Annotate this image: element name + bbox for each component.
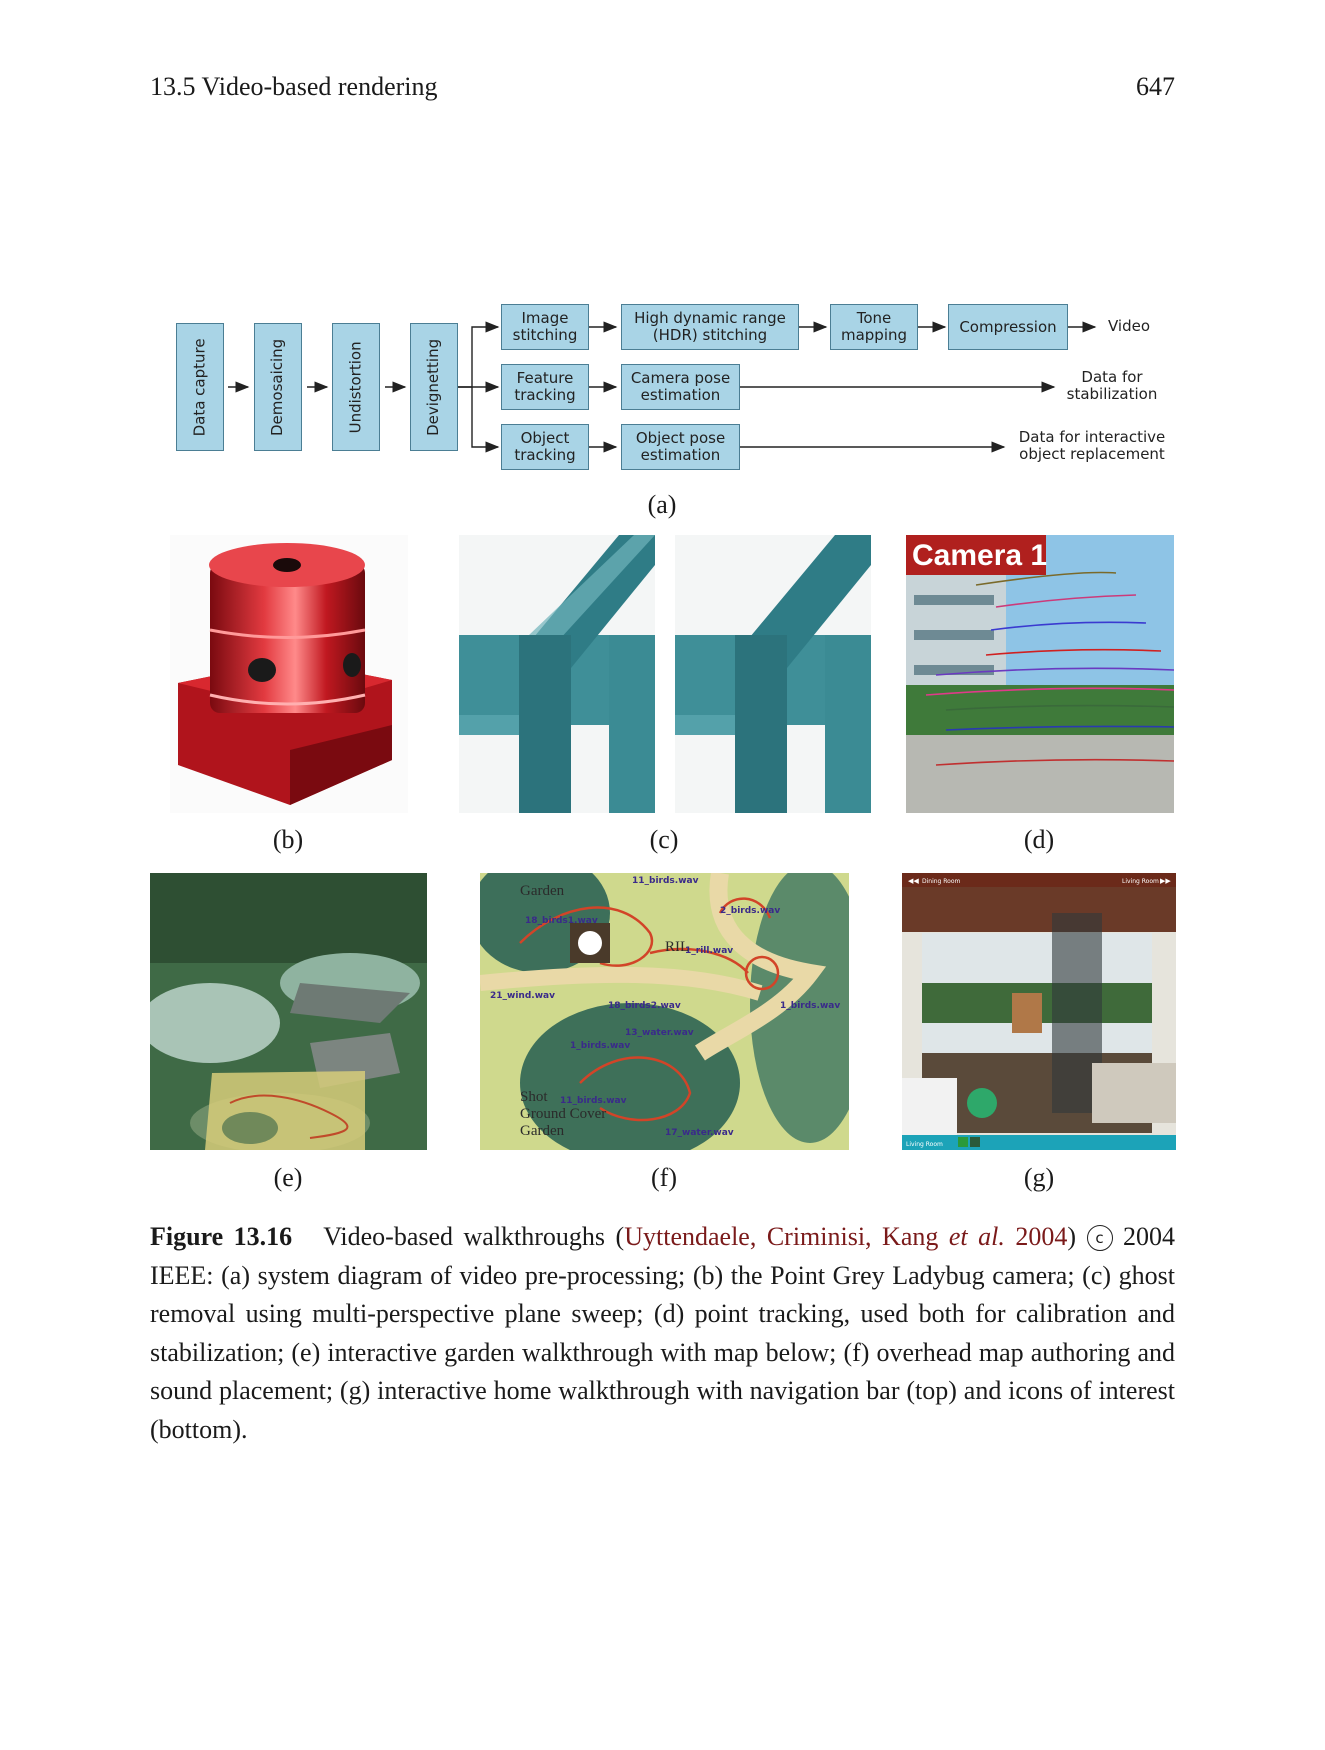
- ladybug-camera-photo: [170, 535, 408, 813]
- garden-walkthrough-photo: [150, 873, 427, 1150]
- feature-tracking-box: Feature tracking: [501, 364, 589, 410]
- hdr-stitching-box: High dynamic range (HDR) stitching: [621, 304, 799, 350]
- ghost-removal-before-photo: [459, 535, 655, 813]
- map-sound-label-7: 13_water.wav: [625, 1028, 694, 1038]
- object-pose-box: Object pose estimation: [621, 424, 740, 470]
- citation-link[interactable]: Uyttendaele, Criminisi, Kang et al. 2004: [624, 1222, 1068, 1251]
- video-output-label: Video: [1108, 317, 1151, 335]
- map-sound-label-9: 1_birds.wav: [780, 1001, 840, 1011]
- camera-pose-box: Camera pose estimation: [621, 364, 740, 410]
- panel-label-d: (d): [1023, 825, 1055, 854]
- map-sound-label-1: 11_birds.wav: [632, 876, 699, 886]
- map-sound-label-11: 17_water.wav: [665, 1128, 734, 1138]
- image-stitching-box: Image stitching: [501, 304, 589, 350]
- map-place-shot: Shot: [520, 1089, 548, 1105]
- overhead-map: 11_birds.wav 18_birds1.wav 2_birds.wav 1…: [480, 873, 849, 1150]
- object-tracking-box: Object tracking: [501, 424, 589, 470]
- camera-label: Camera 1: [912, 539, 1047, 572]
- stabilization-output-label: Data for stabilization: [1066, 368, 1158, 403]
- svg-text:▶▶: ▶▶: [1160, 877, 1171, 885]
- map-place-ril: RIL: [665, 939, 689, 955]
- map-sound-label-10: 11_birds.wav: [560, 1096, 627, 1106]
- compression-box: Compression: [948, 304, 1068, 350]
- demosaicing-box: Demosaicing: [254, 323, 302, 451]
- map-sound-label-2: 18_birds1.wav: [525, 916, 598, 926]
- map-place-ground-cover: Ground Cover: [520, 1106, 606, 1122]
- page-number: 647: [1136, 72, 1175, 101]
- map-sound-label-5: 21_wind.wav: [490, 991, 555, 1001]
- figure-label: Figure 13.16: [150, 1222, 293, 1251]
- map-sound-label-3: 2_birds.wav: [720, 906, 780, 916]
- system-diagram: Data capture Demosaicing Undistortion De…: [150, 290, 1175, 500]
- map-place-garden-bottom: Garden: [520, 1123, 565, 1139]
- map-sound-label-4: 1_rill.wav: [685, 946, 733, 956]
- section-title: 13.5 Video-based rendering: [150, 72, 438, 101]
- object-replacement-output-label: Data for interactive object replacement: [1018, 428, 1166, 463]
- panel-label-a: (a): [647, 490, 677, 519]
- panel-label-f: (f): [651, 1163, 677, 1192]
- nav-dining-room: Dining Room: [922, 878, 961, 885]
- ghost-removal-after-photo: [675, 535, 871, 813]
- caption-body: 2004 IEEE: (a) system diagram of video p…: [150, 1222, 1175, 1444]
- svg-text:◀◀: ◀◀: [908, 877, 919, 885]
- devignetting-box: Devignetting: [410, 323, 458, 451]
- map-place-garden-top: Garden: [520, 883, 565, 899]
- bottom-living-room: Living Room: [906, 1141, 943, 1148]
- point-tracking-photo: Camera 1: [906, 535, 1174, 813]
- panel-label-b: (b): [272, 825, 304, 854]
- figure-caption: Figure 13.16 Video-based walkthroughs (U…: [150, 1222, 1175, 1444]
- tone-mapping-box: Tone mapping: [830, 304, 918, 350]
- data-capture-box: Data capture: [176, 323, 224, 451]
- panel-label-g: (g): [1023, 1163, 1055, 1192]
- undistortion-box: Undistortion: [332, 323, 380, 451]
- diagram-arrows: [228, 321, 1097, 453]
- home-walkthrough-photo: ◀◀ Dining Room Living Room ▶▶ Living Roo…: [902, 873, 1176, 1150]
- caption-lead: Video-based walkthroughs (: [323, 1222, 625, 1251]
- nav-living-room: Living Room: [1122, 878, 1159, 885]
- map-sound-label-8: 1_birds.wav: [570, 1041, 630, 1051]
- map-sound-label-6: 18_birds2.wav: [608, 1001, 681, 1011]
- copyright-icon: c: [1086, 1225, 1113, 1251]
- panel-label-e: (e): [273, 1163, 303, 1192]
- panel-label-c: (c): [649, 825, 679, 854]
